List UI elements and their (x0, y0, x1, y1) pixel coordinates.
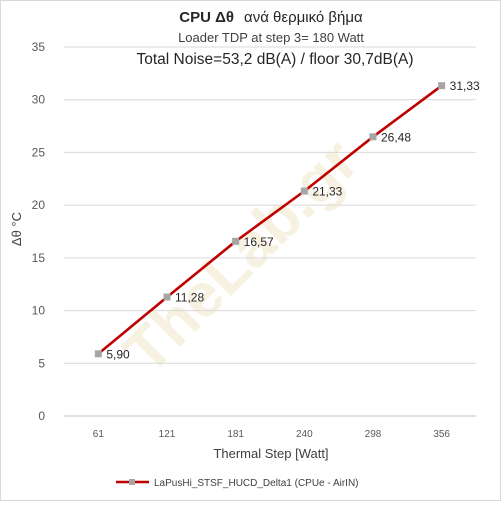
data-point-marker (438, 82, 446, 90)
legend-marker-swatch (129, 479, 135, 485)
data-point-marker (163, 293, 171, 301)
chart-title-rest: ανά θερμικό βήμα (244, 9, 363, 26)
data-label: 26,48 (381, 130, 411, 144)
data-point-marker (369, 133, 377, 141)
data-point-marker (94, 350, 102, 358)
x-tick-label: 61 (93, 429, 105, 440)
y-tick-label: 25 (32, 145, 46, 159)
y-tick-label: 15 (32, 251, 46, 265)
y-tick-label: 5 (38, 356, 45, 370)
watermark: TheLab.gr (111, 126, 372, 387)
data-label: 5,90 (106, 347, 130, 361)
x-tick-label: 356 (433, 429, 450, 440)
y-axis-title: Δθ °C (9, 212, 24, 246)
y-tick-label: 35 (32, 40, 46, 54)
y-tick-label: 20 (32, 198, 46, 212)
x-tick-label: 181 (227, 429, 244, 440)
data-label: 31,33 (450, 79, 480, 93)
legend-label: LaPusHi_STSF_HUCD_Delta1 (CPUe - AirIN) (154, 478, 359, 489)
data-label: 11,28 (175, 291, 204, 305)
y-axis-ticks: 0 5 10 15 20 25 30 35 (32, 40, 46, 423)
x-tick-label: 298 (365, 429, 382, 440)
y-tick-label: 10 (32, 304, 46, 318)
y-tick-label: 30 (32, 93, 46, 107)
chart-title: CPU Δθ ανά θερμικό βήμα (179, 9, 363, 26)
chart-annotation: Total Noise=53,2 dB(A) / floor 30,7dB(A) (137, 51, 414, 68)
chart-subtitle: Loader TDP at step 3= 180 Watt (178, 30, 364, 45)
legend: LaPusHi_STSF_HUCD_Delta1 (CPUe - AirIN) (116, 478, 359, 489)
data-point-marker (232, 237, 240, 245)
series-line (97, 84, 443, 355)
chart-title-bold: CPU Δθ (179, 9, 234, 26)
data-labels-layer: 5,90 11,28 16,57 21,33 26,48 31,33 (106, 79, 480, 361)
grid-lines (64, 46, 476, 417)
y-tick-label: 0 (38, 409, 45, 423)
x-axis-ticks: 61 121 181 240 298 356 (93, 429, 451, 440)
data-point-marker (300, 187, 308, 195)
data-label: 21,33 (312, 185, 342, 199)
x-tick-label: 121 (159, 429, 176, 440)
x-axis-title: Thermal Step [Watt] (213, 446, 328, 461)
data-label: 16,57 (244, 235, 274, 249)
x-tick-label: 240 (296, 429, 313, 440)
series-layer (94, 82, 446, 358)
